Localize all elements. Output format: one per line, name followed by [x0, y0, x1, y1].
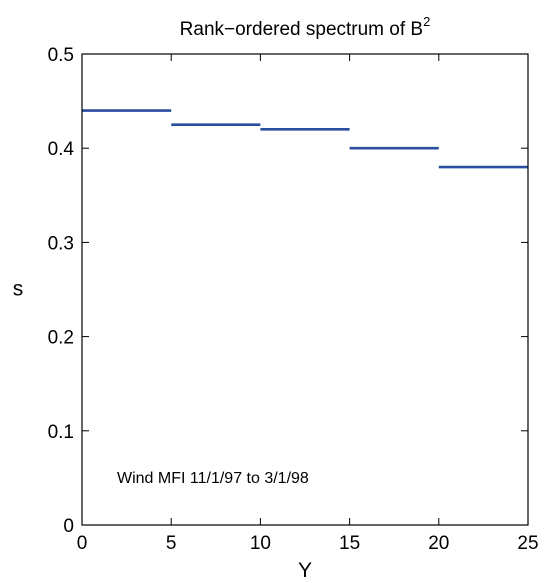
- y-axis-label: s: [13, 278, 24, 301]
- x-axis-label: Y: [298, 559, 312, 582]
- x-tick-label: 10: [250, 533, 271, 554]
- x-tick-label: 0: [77, 533, 88, 554]
- y-tick-label: 0.2: [48, 328, 74, 349]
- x-tick-label: 25: [517, 533, 538, 554]
- x-tick-label: 15: [339, 533, 360, 554]
- chart-title-text: Rank−ordered spectrum of B: [180, 19, 423, 40]
- y-tick-label: 0.4: [48, 139, 75, 160]
- x-tick-label: 5: [166, 533, 177, 554]
- y-tick-label: 0.3: [48, 233, 74, 254]
- y-tick-label: 0: [63, 516, 74, 537]
- plot-frame: [81, 53, 529, 526]
- chart-title-superscript: 2: [423, 14, 430, 29]
- y-tick-label: 0.5: [48, 45, 74, 66]
- chart-annotation: Wind MFI 11/1/97 to 3/1/98: [117, 470, 309, 487]
- chart-title: Rank−ordered spectrum of B2: [180, 14, 431, 40]
- plot-marks: [82, 109, 528, 169]
- x-tick-label: 20: [428, 533, 449, 554]
- ticks: 0 5 10 15 20 25 0 0.1 0.2 0.3 0.4 0.5: [48, 45, 539, 554]
- y-tick-label: 0.1: [48, 422, 74, 443]
